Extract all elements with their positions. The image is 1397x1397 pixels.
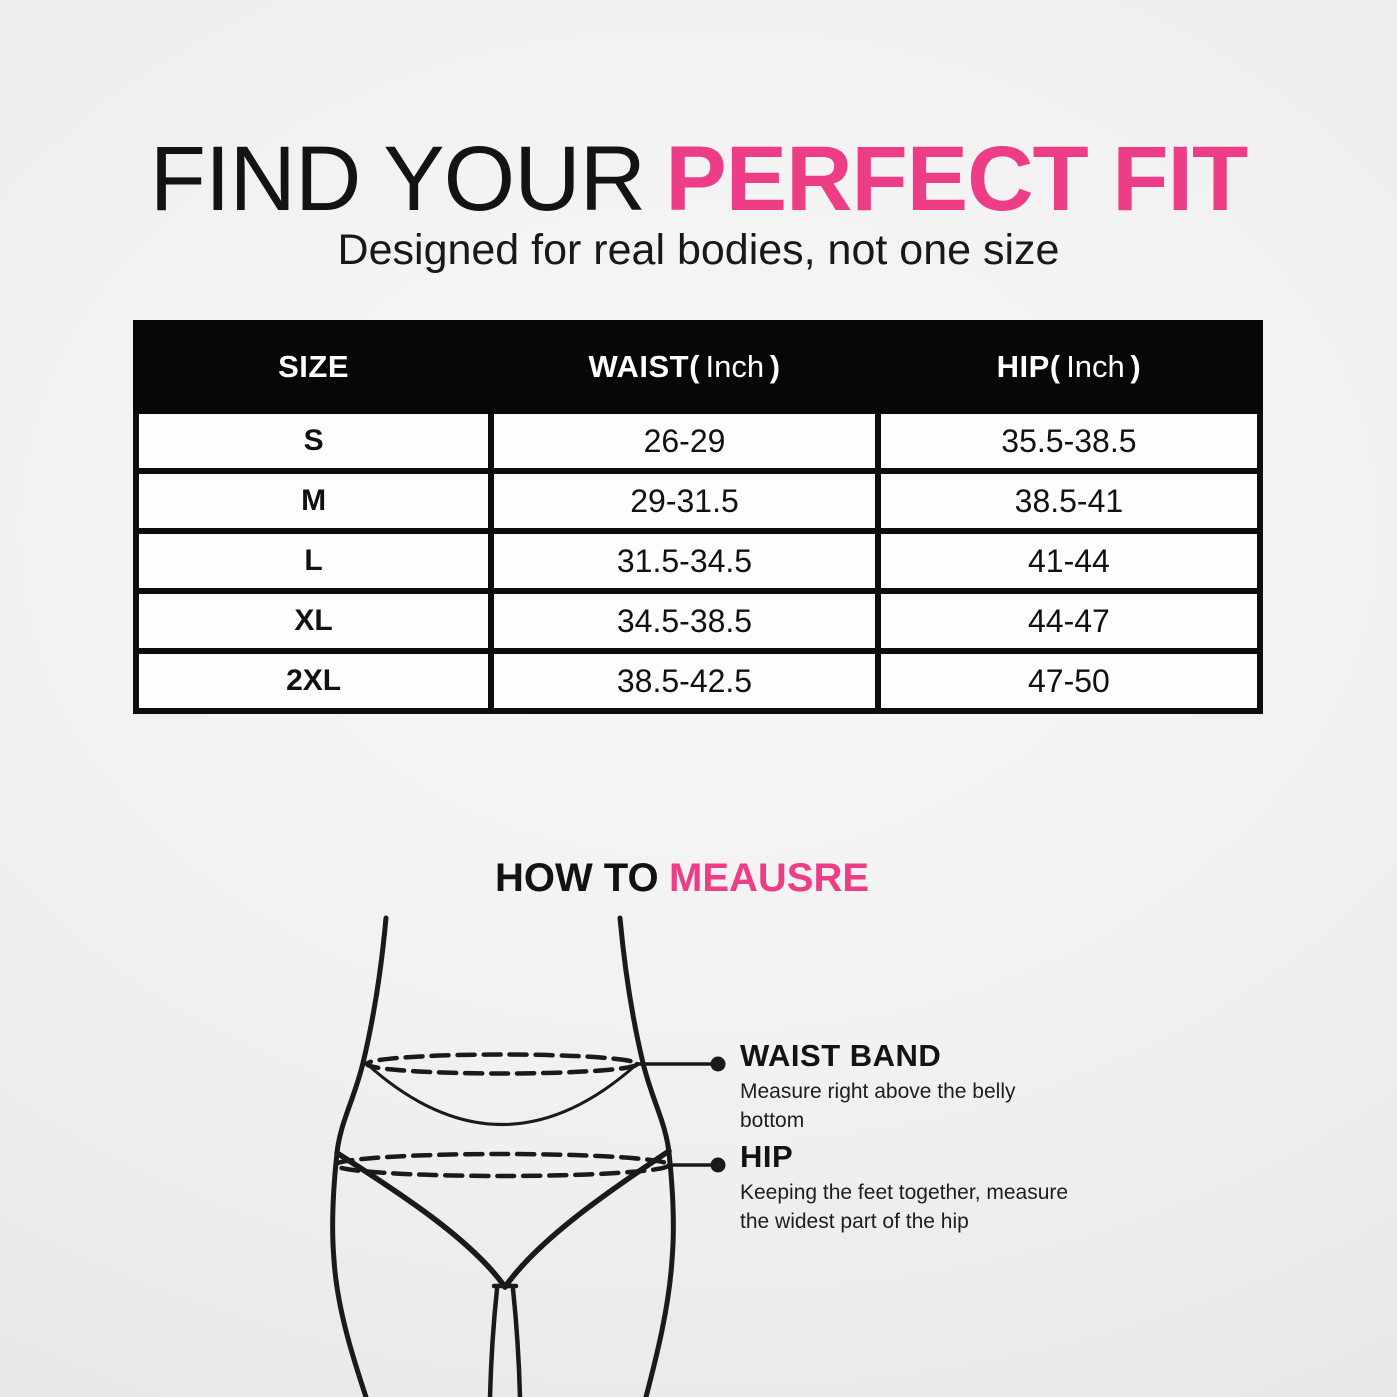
cell-waist: 34.5-38.5 <box>488 588 881 654</box>
cell-hip: 35.5-38.5 <box>874 408 1264 474</box>
size-chart-table: SIZE WAIST(Inch) HIP(Inch) S 26-29 35.5-… <box>132 320 1264 714</box>
hip-measure-dashes <box>332 1151 672 1179</box>
waist-band-label: WAIST BAND <box>740 1038 942 1073</box>
cell-size: L <box>132 528 495 594</box>
header-waist-unit: Inch <box>705 349 765 384</box>
inner-thigh-left <box>487 1286 500 1397</box>
hip-callout: HIP Keeping the feet together, measure t… <box>740 1141 1080 1237</box>
waist-band-description: Measure right above the belly bottom <box>740 1078 1080 1136</box>
header-waist: WAIST(Inch) <box>488 320 881 414</box>
page-subtitle: Designed for real bodies, not one size <box>337 226 1060 274</box>
waist-desc-line2: bottom <box>740 1108 805 1132</box>
cell-waist: 26-29 <box>488 408 881 474</box>
waist-desc-line1: Measure right above the belly <box>740 1080 1016 1103</box>
table-row: L 31.5-34.5 41-44 <box>132 528 1264 594</box>
body-measurement-diagram <box>330 915 726 1397</box>
table-row: S 26-29 35.5-38.5 <box>132 408 1264 474</box>
table-row: 2XL 38.5-42.5 47-50 <box>132 648 1264 714</box>
belly-curve <box>365 1062 639 1126</box>
cell-size: S <box>132 408 495 474</box>
header-waist-label: WAIST( <box>588 349 700 384</box>
bikini-line-left <box>334 1150 508 1290</box>
header-size: SIZE <box>132 320 495 414</box>
hip-desc-line1: Keeping the feet together, measure <box>740 1181 1069 1204</box>
waist-measure-dashes <box>364 1052 640 1076</box>
heading-how-to: HOW TO <box>494 856 659 900</box>
page-title: FIND YOUR PERFECT FIT <box>0 133 1397 225</box>
how-to-measure-heading: HOW TO MEAUSRE <box>0 856 1364 900</box>
header-hip-close: ) <box>1130 349 1142 384</box>
hip-desc-line2: the widest part of the hip <box>740 1209 969 1233</box>
cell-waist: 38.5-42.5 <box>488 648 881 714</box>
table-row: M 29-31.5 38.5-41 <box>132 468 1264 534</box>
cell-hip: 47-50 <box>874 648 1264 714</box>
header-hip-unit: Inch <box>1066 349 1125 384</box>
heading-measure: MEAUSRE <box>669 856 870 900</box>
cell-size: 2XL <box>132 648 495 714</box>
cell-size: M <box>132 468 495 534</box>
header-size-label: SIZE <box>278 349 350 384</box>
cell-waist: 29-31.5 <box>488 468 881 534</box>
table-row: XL 34.5-38.5 44-47 <box>132 588 1264 654</box>
cell-size: XL <box>132 588 495 654</box>
cell-waist: 31.5-34.5 <box>488 528 881 594</box>
title-find-your: FIND YOUR <box>149 128 646 230</box>
size-chart-header-row: SIZE WAIST(Inch) HIP(Inch) <box>132 320 1264 414</box>
hip-description: Keeping the feet together, measure the w… <box>740 1179 1080 1237</box>
title-perfect-fit: PERFECT FIT <box>665 128 1248 230</box>
hip-connector-dot <box>710 1157 726 1173</box>
inner-thigh-right <box>510 1286 523 1397</box>
hip-label: HIP <box>740 1139 794 1174</box>
cell-hip: 44-47 <box>874 588 1264 654</box>
bikini-line-right <box>502 1148 672 1290</box>
header-hip: HIP(Inch) <box>874 320 1264 414</box>
cell-hip: 38.5-41 <box>874 468 1264 534</box>
header-hip-label: HIP( <box>996 349 1061 384</box>
cell-hip: 41-44 <box>874 528 1264 594</box>
header-waist-close: ) <box>769 349 781 384</box>
waist-band-callout: WAIST BAND Measure right above the belly… <box>740 1040 1080 1136</box>
waist-connector-dot <box>710 1056 726 1072</box>
